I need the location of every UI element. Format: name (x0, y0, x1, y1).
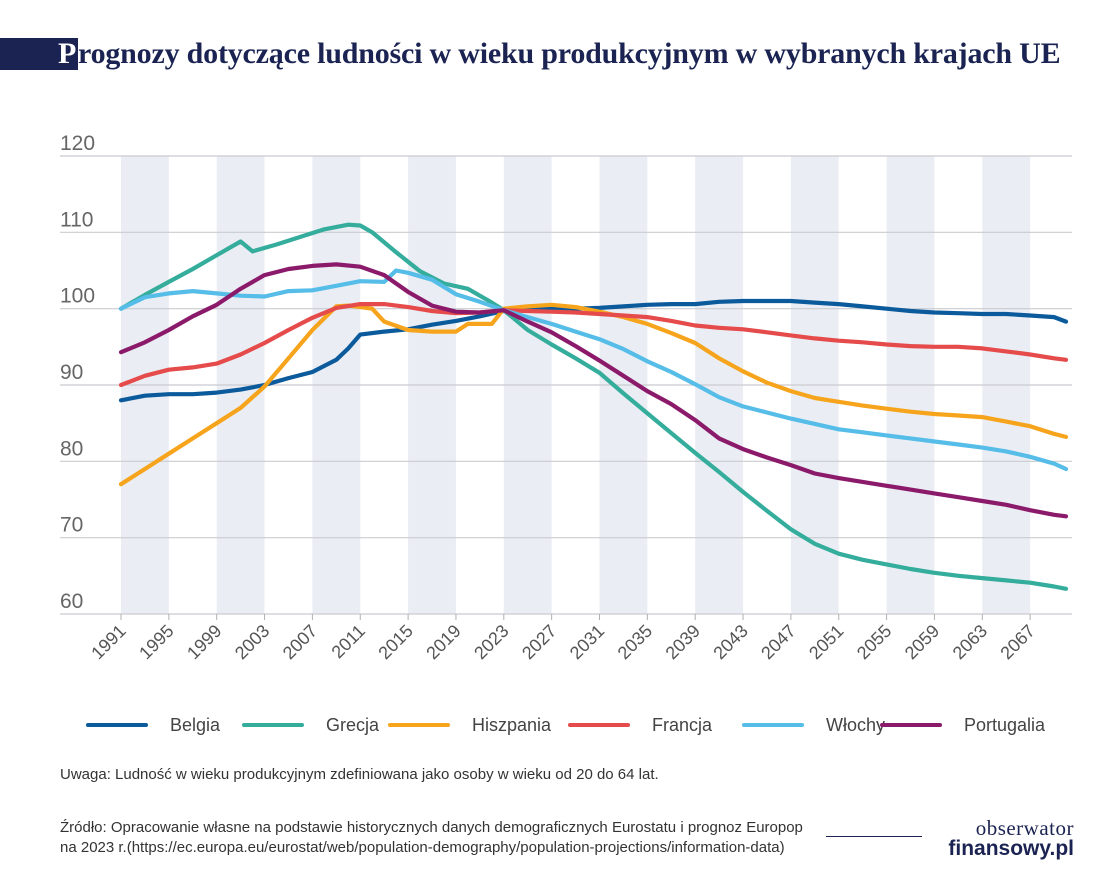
legend-swatch (242, 723, 304, 727)
y-tick-label: 70 (60, 514, 83, 537)
title-initial: P (58, 37, 77, 70)
logo-top-text: obserwator (975, 816, 1074, 840)
x-tick-label: 2039 (662, 621, 704, 663)
y-tick-label: 110 (60, 208, 93, 231)
x-tick-label: 2019 (422, 621, 464, 663)
chart-note: Uwaga: Ludność w wieku produkcyjnym zdef… (60, 766, 659, 783)
y-tick-label: 80 (60, 437, 83, 460)
source-line-2: na 2023 r.(https://ec.europa.eu/eurostat… (60, 839, 785, 856)
series-line-grecja (118, 222, 1069, 591)
legend-label: Francja (652, 714, 713, 735)
y-tick-label: 100 (60, 285, 95, 308)
legend-item: Hiszpania (388, 708, 551, 742)
series-line-włochy (118, 268, 1069, 472)
x-tick-label: 2055 (853, 621, 895, 663)
legend-label: Grecja (326, 714, 380, 735)
y-tick-label: 120 (60, 132, 95, 155)
legend-swatch (742, 723, 804, 727)
x-tick-label: 1991 (87, 621, 129, 663)
legend-swatch (880, 723, 942, 727)
legend: Belgia Grecja Hiszpania Francja Włochy Portug… (0, 708, 1120, 742)
legend-swatch (86, 723, 148, 727)
title-accent-bar (0, 38, 78, 70)
legend-item: Francja (568, 708, 712, 742)
x-tick-label: 2051 (805, 621, 847, 663)
logo-bottom-text: finansowy.pl (948, 837, 1074, 860)
legend-label: Hiszpania (472, 714, 552, 735)
series-line-francja (118, 302, 1069, 388)
x-tick-label: 2063 (949, 621, 991, 663)
x-tick-label: 2011 (328, 621, 370, 663)
legend-swatch (388, 723, 450, 727)
legend-label: Portugalia (964, 714, 1046, 735)
x-tick-label: 2043 (709, 621, 751, 663)
x-tick-label: 2035 (614, 621, 656, 663)
x-tick-label: 2027 (518, 621, 560, 663)
legend-item: Portugalia (880, 708, 1045, 742)
source-text: Źródło: Opracowanie własne na podstawie … (60, 818, 840, 858)
legend-swatch (568, 723, 630, 727)
x-tick-label: 2007 (279, 621, 321, 663)
x-tick-label: 2023 (470, 621, 512, 663)
logo-divider (826, 836, 922, 837)
series-line-hiszpania (118, 302, 1069, 487)
x-tick-label: 2067 (997, 621, 1039, 663)
y-tick-label: 90 (60, 361, 83, 384)
legend-label: Belgia (170, 714, 221, 735)
y-tick-label: 60 (60, 590, 83, 613)
series-line-portugalia (118, 262, 1069, 519)
x-tick-label: 2059 (901, 621, 943, 663)
x-tick-label: 2015 (374, 621, 416, 663)
page-title: rognozy dotyczące ludności w wieku produ… (78, 37, 1061, 70)
legend-label: Włochy (826, 714, 886, 735)
source-line-1: Źródło: Opracowanie własne na podstawie … (60, 819, 803, 836)
x-tick-label: 2047 (757, 621, 799, 663)
legend-item: Belgia (86, 708, 220, 742)
x-tick-label: 1995 (135, 621, 177, 663)
legend-item: Grecja (242, 708, 379, 742)
x-tick-label: 2031 (566, 621, 608, 663)
x-tick-label: 1999 (183, 621, 225, 663)
legend-item: Włochy (742, 708, 885, 742)
logo: obserwator finansowy.pl (934, 818, 1074, 860)
x-tick-label: 2003 (231, 621, 273, 663)
